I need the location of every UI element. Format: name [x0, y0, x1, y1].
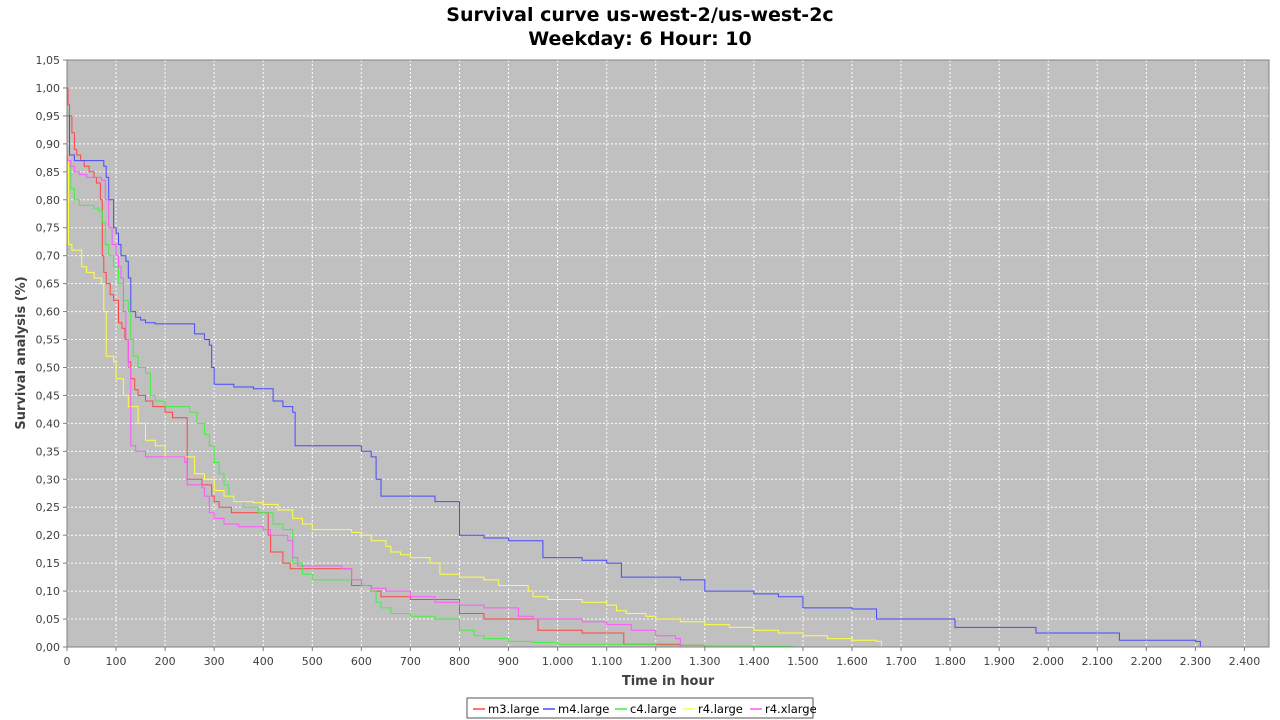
legend-label: m3.large [488, 702, 539, 716]
chart-title: Survival curve us-west-2/us-west-2c [446, 4, 833, 26]
y-tick-label: 0,50 [36, 361, 61, 374]
y-tick-label: 0,30 [36, 473, 61, 486]
y-tick-label: 0,75 [36, 222, 61, 235]
series-line-m3-large [67, 87, 706, 647]
y-tick-label: 1,00 [36, 82, 61, 95]
x-tick-label: 2.200 [1131, 655, 1163, 668]
x-tick-label: 1.300 [689, 655, 721, 668]
series-line-c4-large [67, 154, 794, 647]
x-tick-label: 1.600 [836, 655, 868, 668]
legend-box [466, 697, 814, 719]
y-tick-label: 0,45 [36, 389, 61, 402]
legend: m3.large m4.large c4.large r4.large r4.xlarg… [466, 697, 817, 719]
x-tick-label: 2.000 [1032, 655, 1064, 668]
legend-label: r4.large [698, 702, 743, 716]
y-tick-label: 0,40 [36, 417, 61, 430]
y-tick-label: 0,05 [36, 613, 61, 626]
series-layer [67, 87, 1201, 647]
y-tick-label: 1,05 [36, 54, 61, 67]
y-tick-label: 0,55 [36, 334, 61, 347]
x-tick-label: 200 [155, 655, 176, 668]
x-tick-label: 1.000 [542, 655, 574, 668]
x-tick-label: 2.100 [1082, 655, 1114, 668]
x-tick-label: 1.700 [885, 655, 917, 668]
plot-area [67, 60, 1269, 647]
x-tick-label: 700 [400, 655, 421, 668]
x-tick-label: 400 [253, 655, 274, 668]
x-tick-label: 0 [64, 655, 71, 668]
y-tick-label: 0,10 [36, 585, 61, 598]
y-tick-label: 0,25 [36, 501, 61, 514]
x-tick-label: 1.100 [591, 655, 623, 668]
x-tick-label: 600 [351, 655, 372, 668]
y-tick-label: 0,90 [36, 138, 61, 151]
legend-label: c4.large [630, 702, 676, 716]
y-tick-label: 0,85 [36, 166, 61, 179]
y-tick-label: 0,80 [36, 194, 61, 207]
x-tick-label: 1.500 [787, 655, 819, 668]
series-line-r4-xlarge [67, 154, 681, 647]
y-tick-label: 0,20 [36, 529, 61, 542]
x-tick-label: 2.300 [1180, 655, 1212, 668]
x-tick-label: 500 [302, 655, 323, 668]
y-tick-label: 0,15 [36, 557, 61, 570]
series-line-m4-large [67, 115, 1201, 647]
x-tick-label: 1.400 [738, 655, 770, 668]
y-tick-label: 0,95 [36, 110, 61, 123]
y-tick-label: 0,00 [36, 641, 61, 654]
plot-border [66, 59, 1270, 648]
y-tick-label: 0,60 [36, 306, 61, 319]
y-tick-label: 0,35 [36, 445, 61, 458]
x-tick-label: 800 [449, 655, 470, 668]
y-tick-label: 0,65 [36, 278, 61, 291]
y-tick-label: 0,70 [36, 250, 61, 263]
x-tick-label: 1.900 [983, 655, 1015, 668]
y-axis-ticks: 0,00 0,05 0,10 0,15 0,20 0,25 0,30 0,35 0,40 0,45… [36, 54, 67, 654]
x-axis-label: Time in hour [622, 674, 715, 689]
x-tick-label: 900 [498, 655, 519, 668]
series-line-r4-large [67, 154, 882, 647]
y-axis-label: Survival analysis (%) [14, 276, 29, 429]
x-tick-label: 100 [106, 655, 127, 668]
x-tick-label: 1.200 [640, 655, 672, 668]
x-axis-ticks: 0 100 200 300 400 500 600 700 800 900 1.000 1.100 1.… [64, 647, 1261, 668]
chart-subtitle: Weekday: 6 Hour: 10 [528, 28, 751, 50]
x-tick-label: 300 [204, 655, 225, 668]
x-tick-label: 2.400 [1229, 655, 1261, 668]
legend-label: r4.xlarge [765, 702, 817, 716]
legend-label: m4.large [558, 702, 609, 716]
x-tick-label: 1.800 [934, 655, 966, 668]
